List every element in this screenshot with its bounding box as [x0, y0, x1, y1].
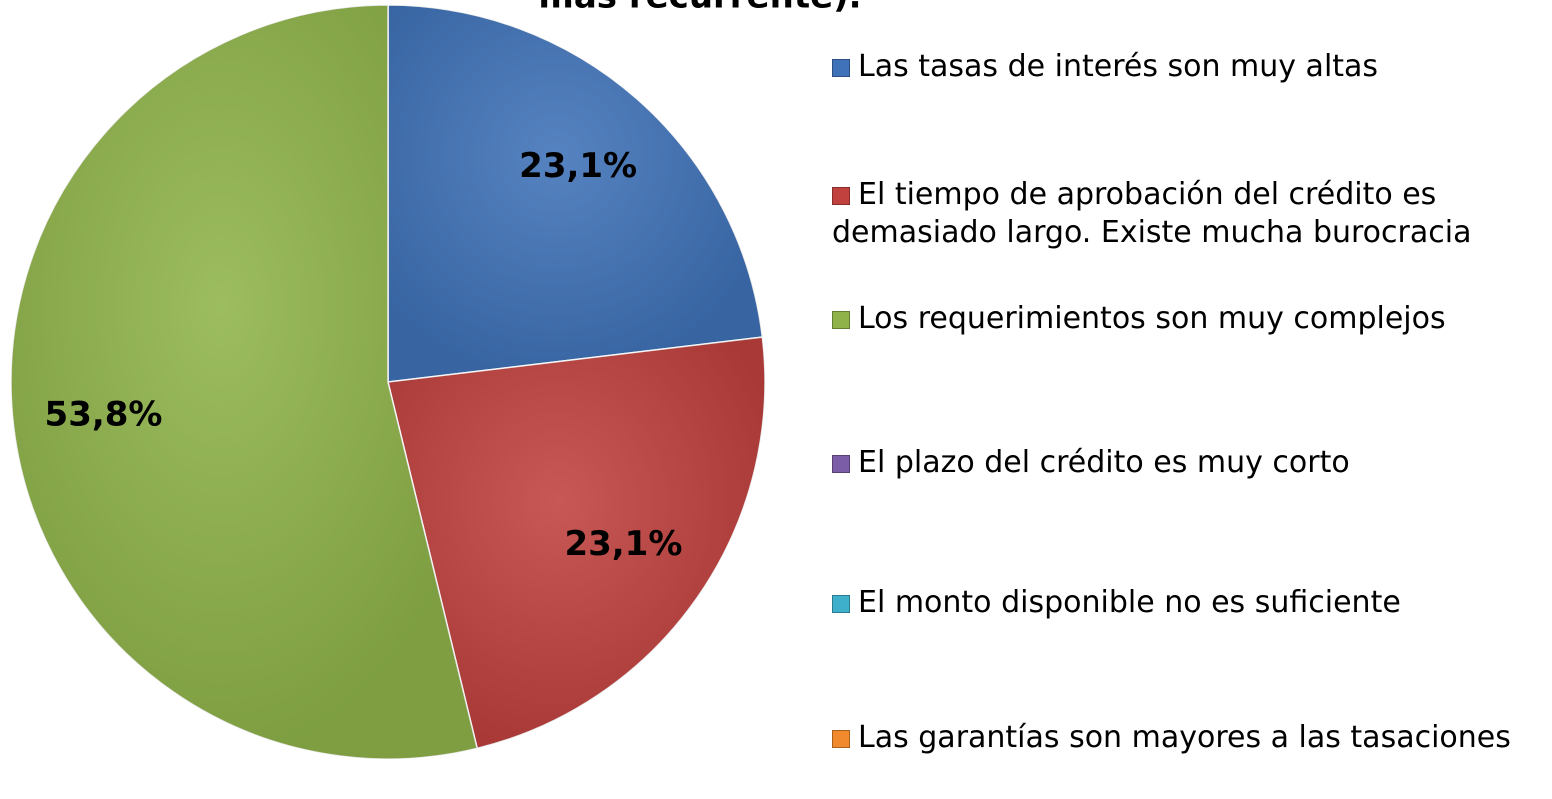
pie-slice: [387, 4, 764, 383]
legend-entry: Las garantías son mayores a las tasacion…: [832, 719, 1532, 757]
data-label: 53,8%: [45, 395, 163, 435]
legend-swatch: [832, 730, 850, 748]
legend-label: Las tasas de interés son muy altas: [858, 49, 1379, 84]
data-label: 23,1%: [519, 146, 637, 186]
legend-swatch: [832, 59, 850, 77]
legend-entry: El tiempo de aprobación del crédito es d…: [832, 176, 1532, 252]
legend-swatch: [832, 187, 850, 205]
legend-swatch: [832, 595, 850, 613]
legend-swatch: [832, 311, 850, 329]
legend-entry: Las tasas de interés son muy altas: [832, 48, 1532, 86]
data-label: 23,1%: [564, 524, 682, 564]
legend-entry: Los requerimientos son muy complejos: [832, 300, 1532, 338]
legend-entry: El monto disponible no es suficiente: [832, 584, 1532, 622]
chart-title: más recurrente).: [538, 0, 861, 17]
legend-label: El plazo del crédito es muy corto: [858, 445, 1350, 480]
legend-entry: El plazo del crédito es muy corto: [832, 444, 1532, 482]
legend-label: Los requerimientos son muy complejos: [858, 301, 1446, 336]
legend-label: El tiempo de aprobación del crédito es d…: [832, 177, 1472, 250]
legend-swatch: [832, 455, 850, 473]
legend-label: Las garantías son mayores a las tasacion…: [858, 720, 1511, 755]
legend-label: El monto disponible no es suficiente: [858, 585, 1401, 620]
